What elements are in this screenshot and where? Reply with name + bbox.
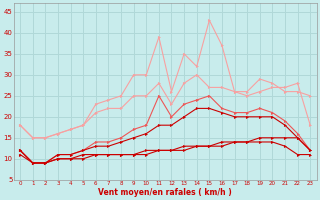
X-axis label: Vent moyen/en rafales ( km/h ): Vent moyen/en rafales ( km/h ) <box>98 188 232 197</box>
